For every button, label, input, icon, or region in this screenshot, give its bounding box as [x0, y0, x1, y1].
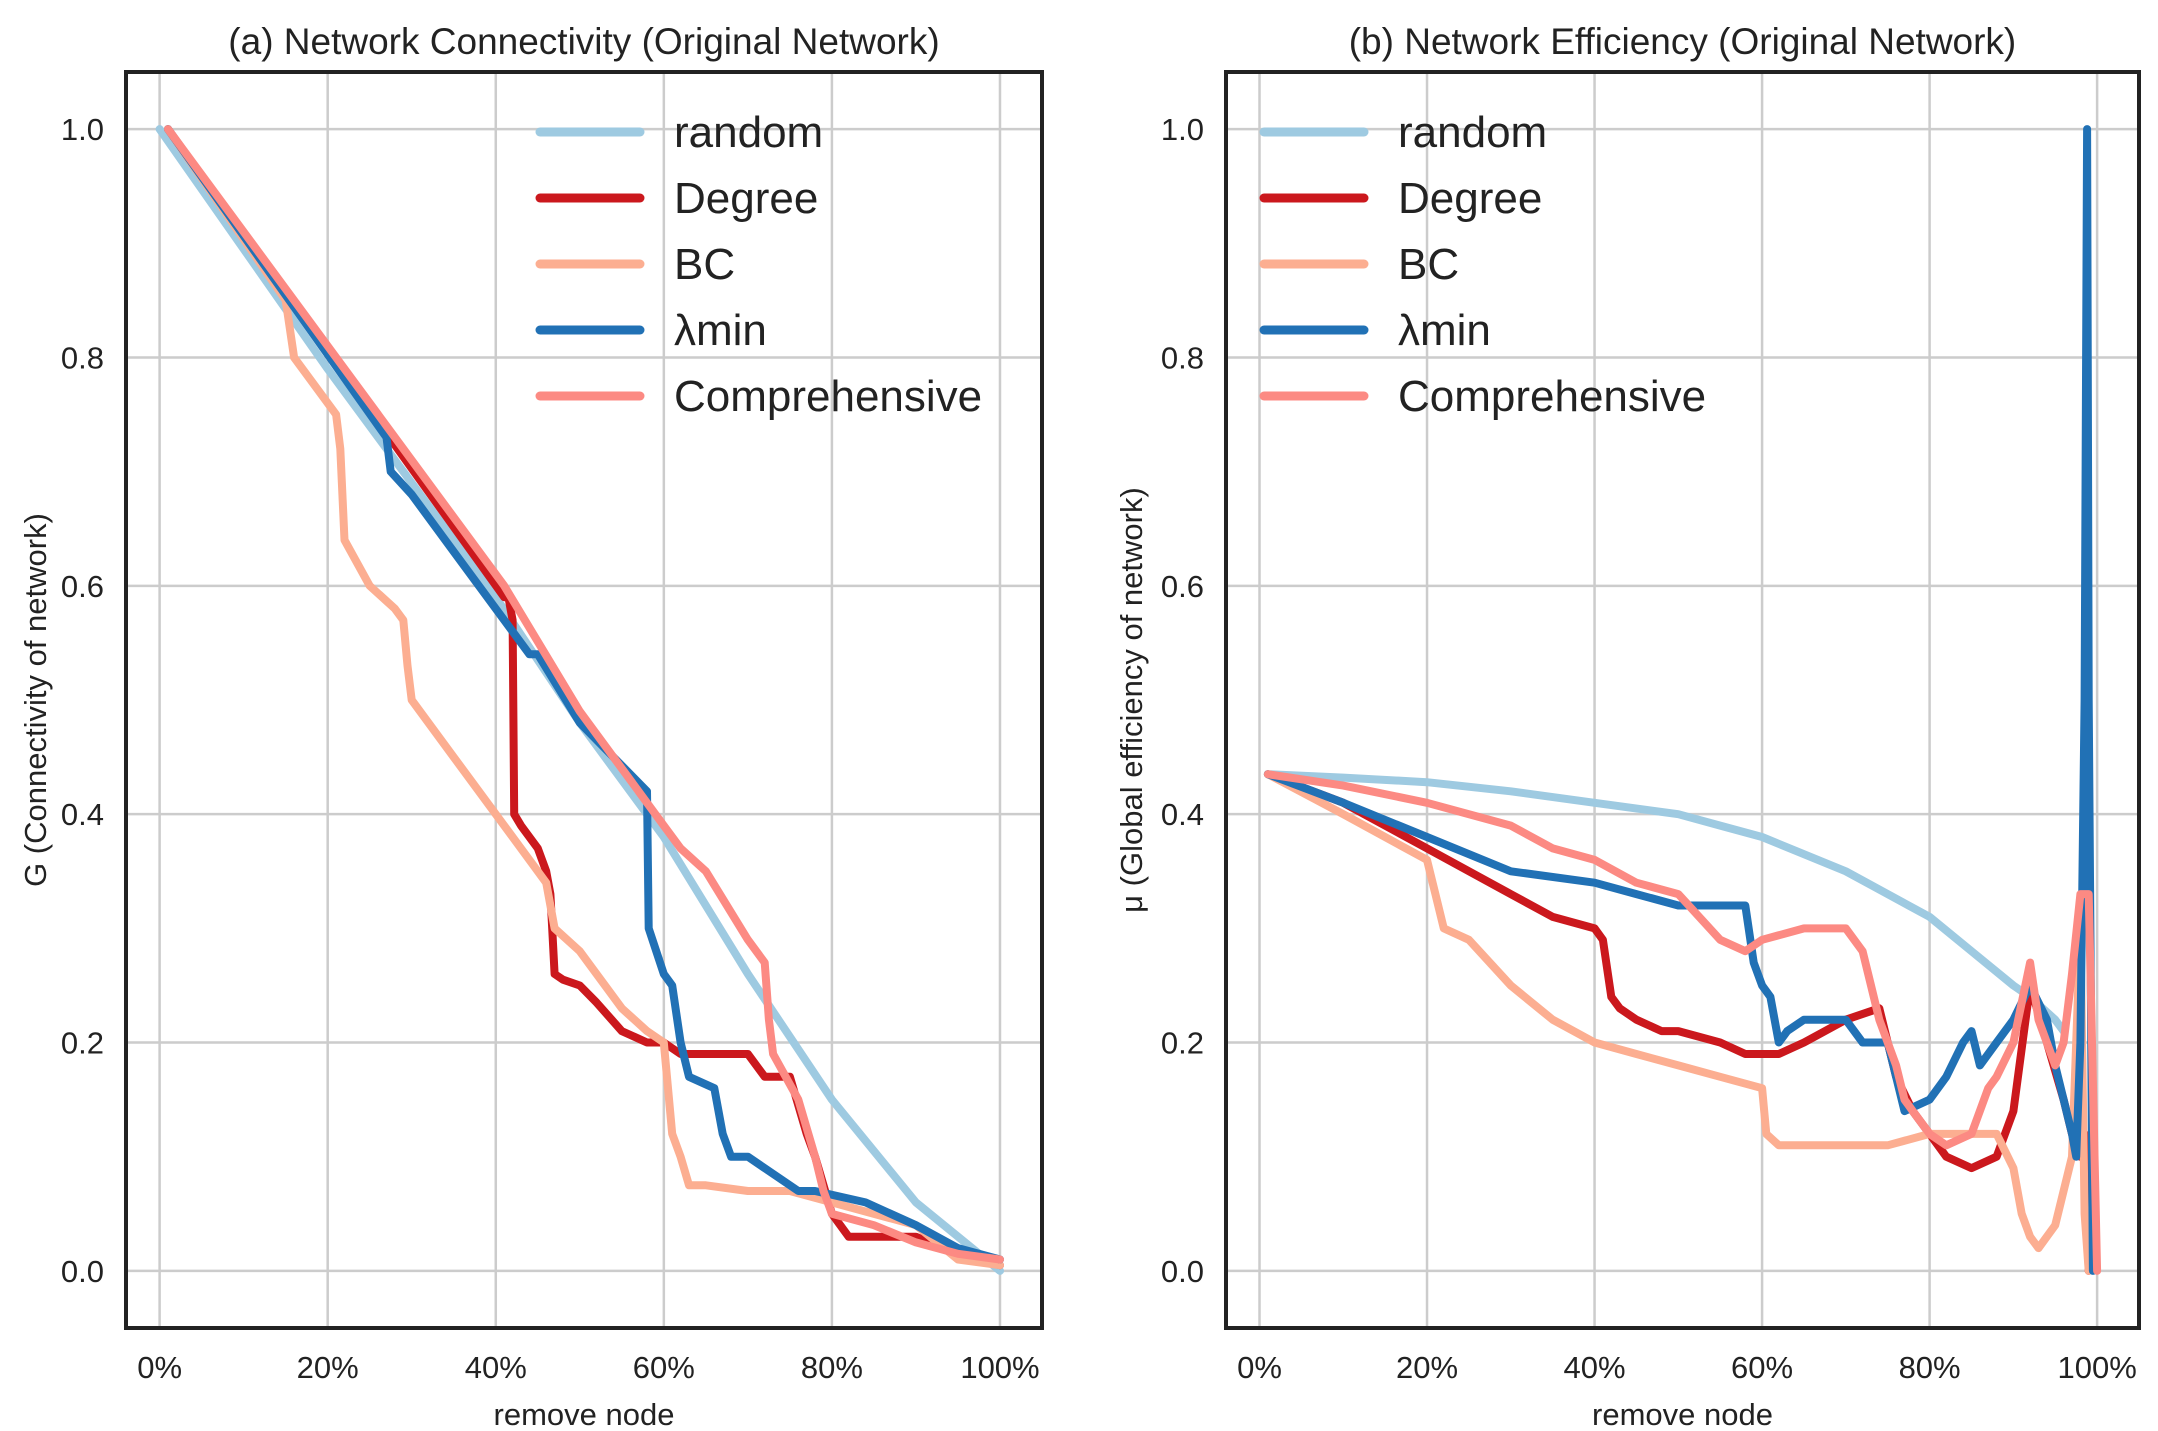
legend-label: Comprehensive: [674, 372, 982, 421]
legend-label: Degree: [1398, 174, 1542, 223]
x-tick-label: 0%: [137, 1350, 182, 1385]
y-tick-label: 0.8: [1161, 340, 1204, 375]
series-line-λmin: [164, 125, 1004, 1264]
x-tick-label: 100%: [2057, 1350, 2136, 1385]
y-tick-label: 1.0: [61, 112, 104, 147]
x-tick-label: 40%: [465, 1350, 527, 1385]
x-tick-label: 60%: [1731, 1350, 1793, 1385]
x-tick-label: 20%: [297, 1350, 359, 1385]
chart-title: (b) Network Efficiency (Original Network…: [1349, 21, 2017, 62]
plot-frame: [124, 70, 1044, 1330]
legend: random Degree BC λmin Comprehensive: [535, 108, 982, 421]
plot-frame: [1224, 70, 2141, 1330]
series-lines: [1263, 125, 2102, 1275]
series-line-bc: [1263, 770, 2093, 1275]
x-axis-label: remove node: [1592, 1397, 1773, 1431]
chart-panel-a: 0% 20% 40% 60% 80% 100% 0.0 0.2 0.4 0.6 0.8 1.0 (a) …: [18, 21, 1044, 1431]
series-line-comprehensive: [1263, 770, 2102, 1275]
y-axis-label: μ (Global efficiency of network): [1114, 487, 1149, 913]
series-line-bc: [164, 125, 1004, 1270]
y-tick-label: 0.6: [1161, 569, 1204, 604]
series-line-comprehensive: [164, 125, 1004, 1264]
y-tick-label: 1.0: [1161, 112, 1204, 147]
series-line-λmin: [1263, 125, 2097, 1275]
y-tick-label: 0.2: [61, 1026, 104, 1061]
legend-label: Comprehensive: [1398, 372, 1706, 421]
x-tick-label: 40%: [1564, 1350, 1626, 1385]
legend-label: λmin: [674, 306, 767, 355]
legend-label: Degree: [674, 174, 818, 223]
legend-label: random: [1398, 108, 1547, 157]
y-tick-label: 0.2: [1161, 1026, 1204, 1061]
series-line-degree: [1263, 770, 2093, 1275]
y-tick-label: 0.6: [61, 569, 104, 604]
legend-label: BC: [1398, 240, 1459, 289]
x-tick-label: 80%: [1899, 1350, 1961, 1385]
series-lines: [155, 125, 1004, 1275]
chart-panel-b: 0% 20% 40% 60% 80% 100% 0.0 0.2 0.4 0.6 0.8 1.0 (b) …: [1114, 21, 2141, 1431]
x-tick-label: 80%: [801, 1350, 863, 1385]
legend-label: BC: [674, 240, 735, 289]
x-axis-label: remove node: [494, 1397, 675, 1431]
x-tick-label: 100%: [960, 1350, 1039, 1385]
x-tick-label: 60%: [633, 1350, 695, 1385]
y-axis-label: G (Connectivity of network): [18, 513, 53, 887]
y-tick-label: 0.4: [1161, 797, 1204, 832]
legend: random Degree BC λmin Comprehensive: [1259, 108, 1706, 421]
legend-label: λmin: [1398, 306, 1491, 355]
y-tick-label: 0.8: [61, 340, 104, 375]
legend-label: random: [674, 108, 823, 157]
y-tick-label: 0.4: [61, 797, 104, 832]
x-tick-label: 20%: [1396, 1350, 1458, 1385]
y-tick-label: 0.0: [1161, 1254, 1204, 1289]
x-tick-label: 0%: [1237, 1350, 1282, 1385]
y-tick-label: 0.0: [61, 1254, 104, 1289]
chart-title: (a) Network Connectivity (Original Netwo…: [228, 21, 939, 62]
